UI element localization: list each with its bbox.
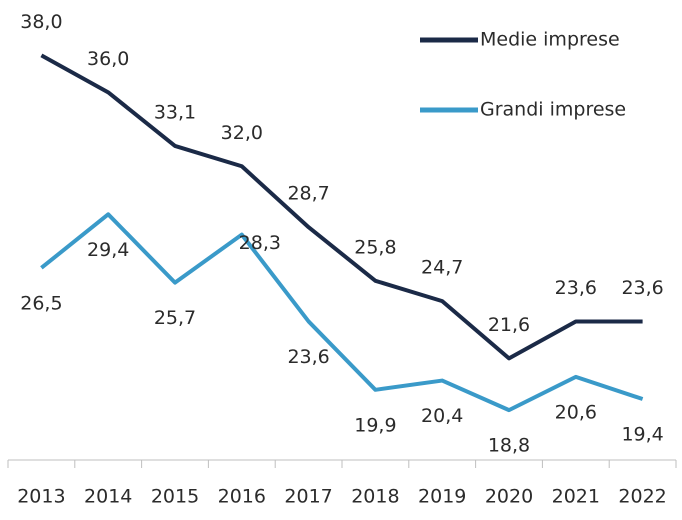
data-label: 23,6 — [287, 346, 329, 368]
data-label: 23,6 — [621, 277, 663, 299]
data-label: 24,7 — [421, 257, 463, 279]
x-tick-label: 2015 — [151, 486, 199, 508]
data-label: 28,7 — [287, 183, 329, 205]
series-line — [40, 212, 644, 413]
data-label: 25,7 — [154, 307, 196, 329]
data-label: 28,3 — [239, 232, 281, 254]
x-tick-label: 2020 — [485, 486, 533, 508]
data-label: 38,0 — [20, 11, 62, 33]
legend-label: Medie imprese — [480, 29, 620, 51]
x-tick-label: 2017 — [284, 486, 332, 508]
data-label: 33,1 — [154, 101, 196, 123]
x-tick-label: 2018 — [351, 486, 399, 508]
x-tick-label: 2019 — [418, 486, 466, 508]
data-label: 29,4 — [87, 239, 129, 261]
x-tick-label: 2022 — [618, 486, 666, 508]
data-label: 19,9 — [354, 414, 396, 436]
data-label: 21,6 — [488, 314, 530, 336]
x-tick-label: 2013 — [17, 486, 65, 508]
x-tick-label: 2021 — [552, 486, 600, 508]
data-label: 26,5 — [20, 292, 62, 314]
data-label: 20,6 — [555, 401, 597, 423]
data-label: 36,0 — [87, 48, 129, 70]
series-line — [40, 53, 643, 361]
data-label: 23,6 — [555, 277, 597, 299]
data-label: 25,8 — [354, 236, 396, 258]
legend-label: Grandi imprese — [480, 99, 626, 121]
x-tick-label: 2014 — [84, 486, 132, 508]
data-label: 32,0 — [221, 122, 263, 144]
x-tick-label: 2016 — [218, 486, 266, 508]
data-label: 20,4 — [421, 405, 463, 427]
data-label: 18,8 — [488, 435, 530, 457]
data-label: 19,4 — [621, 424, 663, 446]
